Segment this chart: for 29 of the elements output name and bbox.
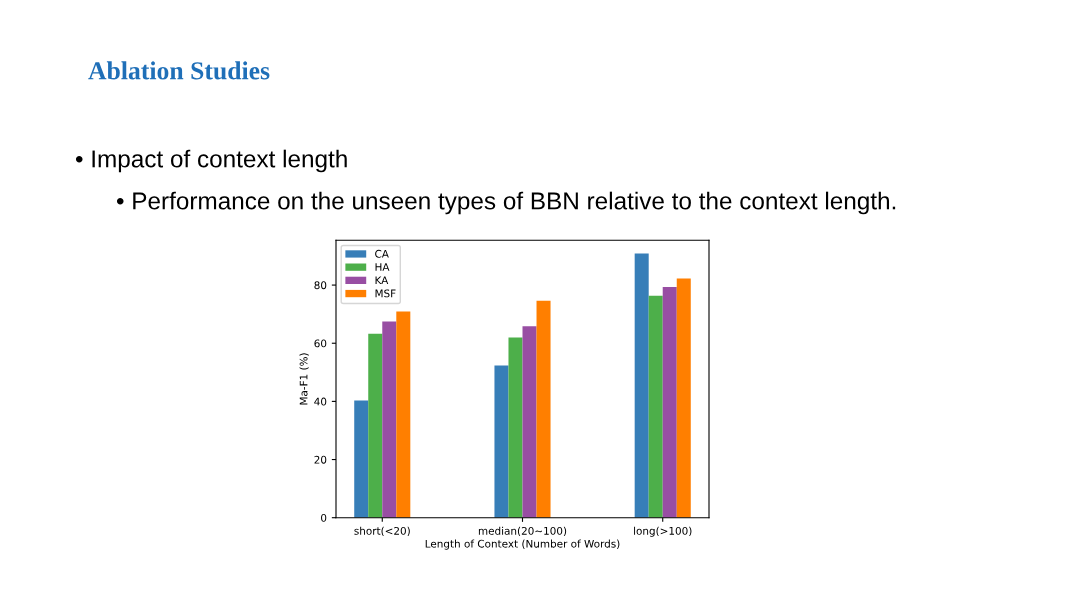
- bar: [522, 326, 537, 518]
- chart-subtitle: • Impact of context length: [75, 149, 347, 173]
- y-tick-label: 60: [314, 339, 327, 348]
- bar: [662, 287, 677, 518]
- bar: [382, 321, 397, 518]
- y-axis-title: Ma-F1 (%): [299, 353, 309, 405]
- legend-label: CA: [375, 249, 389, 258]
- bar: [676, 278, 691, 518]
- x-axis-title: Length of Context (Number of Words): [425, 539, 620, 550]
- y-tick-label: 80: [314, 281, 327, 290]
- y-tick-label: 20: [314, 455, 327, 464]
- bar: [396, 311, 411, 518]
- y-tick-label: 40: [314, 397, 327, 406]
- bar: [536, 300, 551, 518]
- legend-label: KA: [375, 276, 389, 284]
- legend-label: HA: [375, 263, 390, 271]
- bar: [494, 365, 509, 518]
- x-tick-label: short(<20): [354, 526, 410, 537]
- bar: [508, 337, 523, 518]
- x-tick-label: long(>100): [634, 526, 692, 537]
- legend-label: MSF: [375, 289, 396, 298]
- text: • Performance on the unseen types of BBN relative to the context length.: [116, 191, 896, 215]
- bar: [368, 333, 383, 518]
- bar: [648, 295, 663, 518]
- bar: [634, 253, 649, 518]
- x-tick-label: median(20~100): [478, 526, 567, 537]
- y-tick-label: 0: [321, 513, 327, 522]
- chart-title: Ablation Studies: [88, 61, 270, 80]
- bar: [354, 400, 369, 518]
